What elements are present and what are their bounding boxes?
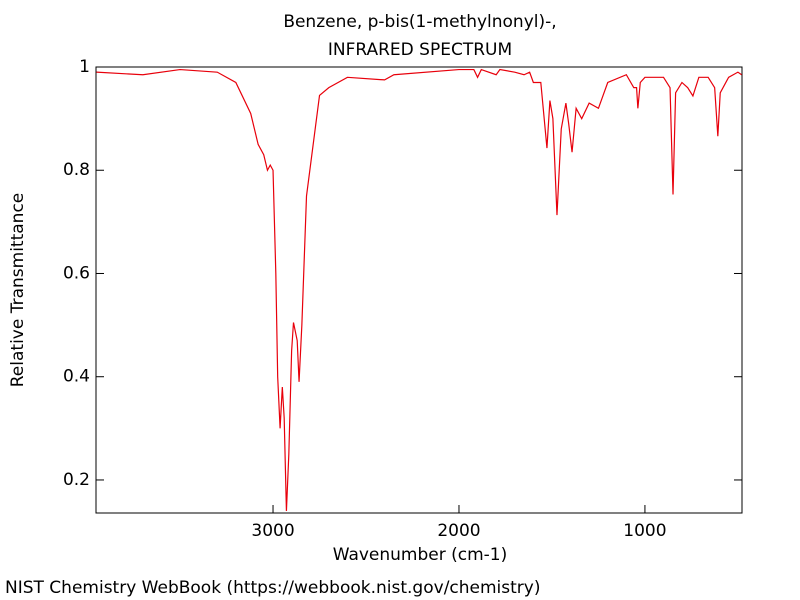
chart-title: Benzene, p-bis(1-methylnonyl)-,: [283, 12, 556, 32]
y-axis-label: Relative Transmittance: [8, 193, 28, 388]
spectrum-line: [96, 68, 742, 511]
plot-frame: [95, 66, 743, 514]
chart-subtitle: INFRARED SPECTRUM: [328, 40, 512, 60]
y-tick-label: 0.4: [63, 367, 90, 387]
y-tick-label: 1: [79, 57, 90, 77]
footer: NIST Chemistry WebBook (https://webbook.…: [5, 578, 540, 598]
y-tick-label: 0.6: [63, 263, 90, 283]
x-tick-label: 2000: [437, 521, 480, 541]
y-tick-label: 0.2: [63, 470, 90, 490]
x-tick-label: 1000: [623, 521, 666, 541]
x-tick-label: 3000: [251, 521, 294, 541]
x-axis-label: Wavenumber (cm-1): [333, 545, 508, 565]
y-tick-label: 0.8: [63, 160, 90, 180]
